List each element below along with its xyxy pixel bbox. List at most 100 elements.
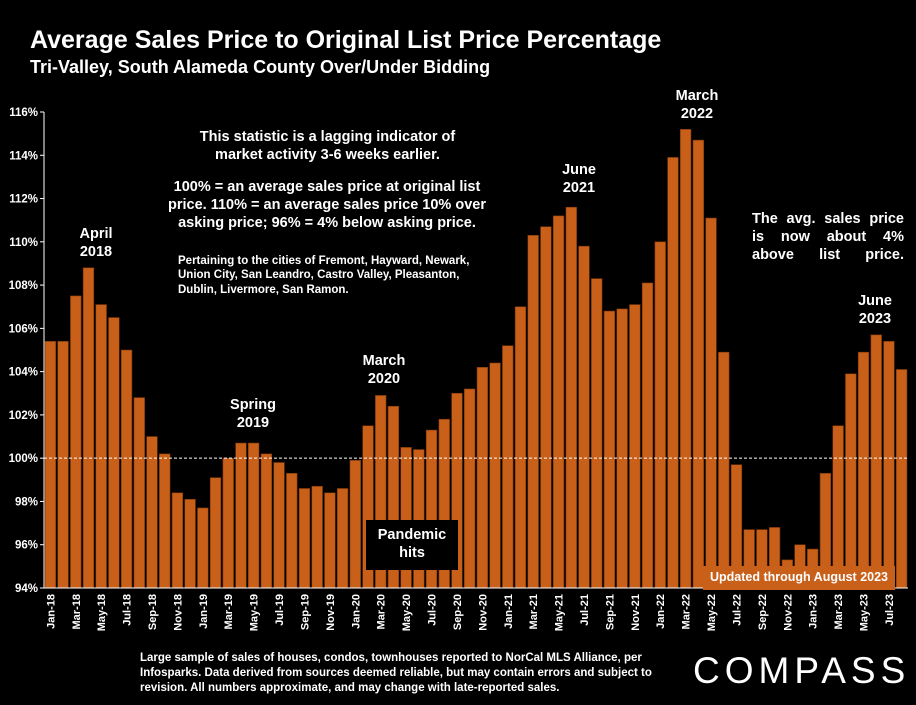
bar-Jun-22 [718, 351, 730, 589]
y-tick-label: 102% [9, 410, 38, 422]
bar-Jul-23 [883, 341, 895, 589]
chart-subtitle: Tri-Valley, South Alameda County Over/Un… [30, 57, 491, 77]
bar-Nov-19 [324, 492, 336, 589]
y-tick-label: 96% [15, 540, 38, 552]
bar-Jul-18 [120, 349, 133, 589]
bar-Apr-18 [82, 267, 95, 589]
bar-Jan-20 [349, 460, 361, 589]
y-tick-label: 98% [15, 496, 38, 508]
x-tick-label: Sep-22 [757, 594, 769, 630]
label-spring-2019: Spring 2019 [226, 396, 280, 433]
bar-Apr-19 [235, 442, 247, 589]
y-tick-label: 114% [9, 150, 38, 162]
bar-Dec-20 [489, 362, 501, 589]
bar-Nov-21 [629, 304, 641, 589]
bar-May-18 [95, 304, 107, 589]
x-tick-label: Jan-21 [503, 594, 515, 629]
bar-Feb-19 [209, 477, 222, 589]
x-tick-label: May-18 [96, 594, 108, 631]
compass-logo: COMPASS [693, 650, 911, 691]
bar-Feb-22 [667, 157, 679, 589]
bar-Aug-19 [286, 473, 298, 589]
x-tick-label: May-21 [554, 594, 566, 631]
bar-Nov-20 [476, 367, 488, 589]
x-tick-label: Jan-22 [655, 594, 667, 629]
bar-Dec-19 [336, 488, 349, 589]
x-tick-label: Nov-19 [325, 594, 337, 631]
bar-Dec-18 [184, 498, 196, 589]
bar-Mar-21 [527, 235, 539, 589]
x-tick-label: Jul-22 [731, 594, 743, 626]
label-june-2021: June 2021 [554, 161, 604, 198]
label-march-2022: March 2022 [672, 87, 722, 124]
x-tick-label: Mar-19 [223, 594, 235, 629]
x-tick-label: Nov-22 [782, 594, 794, 631]
bar-Mar-18 [70, 295, 82, 589]
bar-Oct-19 [311, 486, 323, 589]
bar-Oct-20 [464, 388, 476, 589]
bar-May-21 [552, 215, 565, 589]
bar-Jul-19 [273, 462, 285, 589]
bar-Jun-21 [565, 206, 577, 589]
bar-Jun-23 [870, 334, 882, 589]
bar-Aug-18 [133, 397, 145, 589]
bar-Jun-19 [260, 453, 272, 589]
bar-Aug-23 [896, 369, 908, 589]
x-tick-label: Jul-20 [427, 594, 439, 626]
bar-Jan-19 [197, 507, 209, 589]
bar-Sep-19 [298, 488, 311, 589]
label-april-2018: April 2018 [72, 225, 120, 262]
x-tick-label: Sep-19 [299, 594, 311, 630]
bars-group [44, 129, 908, 589]
bar-Aug-21 [591, 278, 603, 589]
x-tick-label: May-20 [401, 594, 413, 631]
x-tick-label: Jul-19 [274, 594, 286, 626]
bar-Apr-22 [692, 139, 704, 589]
x-tick-label: Jul-18 [122, 594, 134, 626]
chart-title: Average Sales Price to Original List Pri… [30, 26, 662, 54]
bar-Jan-21 [502, 345, 514, 589]
y-tick-label: 106% [9, 323, 38, 335]
x-tick-label: Jul-23 [884, 594, 896, 626]
y-tick-label: 116% [9, 107, 38, 119]
label-pandemic-hits: Pandemic hits [366, 520, 458, 571]
bar-Feb-21 [514, 306, 527, 589]
y-tick-label: 94% [15, 583, 38, 595]
x-tick-label: May-19 [249, 594, 261, 631]
bar-Apr-23 [845, 373, 857, 589]
x-tick-label: Mar-20 [376, 594, 388, 629]
bar-Dec-21 [641, 282, 654, 589]
bar-Oct-21 [616, 308, 628, 589]
x-tick-label: Sep-20 [452, 594, 464, 630]
annotation-explain: 100% = an average sales price at origina… [167, 179, 486, 232]
bar-Jan-18 [44, 341, 56, 589]
y-tick-label: 112% [9, 194, 38, 206]
x-tick-label: Mar-21 [528, 594, 540, 629]
source-footnote: Large sample of sales of houses, condos,… [140, 652, 652, 694]
x-tick-label: Nov-21 [630, 594, 642, 631]
x-tick-label: May-23 [859, 594, 871, 631]
bar-Apr-21 [540, 226, 552, 589]
bar-Oct-18 [159, 453, 171, 589]
bar-May-19 [248, 442, 260, 589]
x-tick-label: Nov-18 [172, 594, 184, 631]
annotation-current: The avg. sales price is now about 4% abo… [752, 211, 904, 264]
x-axis: Jan-18 Mar-18 May-18 Jul-18 Sep-18 Nov-18 Jan-… [44, 587, 908, 631]
x-tick-label: May-22 [706, 594, 718, 631]
bar-Mar-19 [222, 457, 234, 589]
annotation-lagging: This statistic is a lagging indicator of… [199, 129, 456, 164]
bar-Sep-18 [146, 436, 158, 589]
label-march-2020: March 2020 [356, 352, 412, 389]
x-tick-label: Jul-21 [579, 594, 591, 626]
updated-badge: Updated through August 2023 [703, 566, 895, 590]
bar-Mar-23 [832, 425, 844, 589]
bar-Jun-18 [108, 317, 120, 589]
bar-Nov-18 [171, 492, 184, 589]
x-tick-label: Sep-18 [147, 594, 159, 630]
x-tick-label: Nov-20 [477, 594, 489, 631]
x-tick-label: Mar-22 [681, 594, 693, 629]
bar-Feb-18 [57, 341, 69, 589]
x-tick-label: Jan-19 [198, 594, 210, 629]
annotation-cities: Pertaining to the cities of Fremont, Hay… [178, 255, 470, 296]
